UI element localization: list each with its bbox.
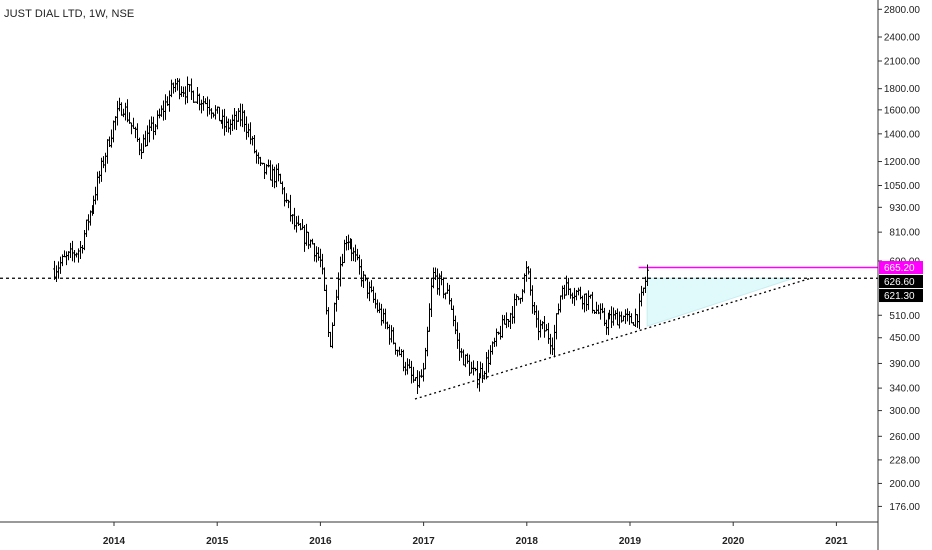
- price-tag-box: [879, 289, 923, 303]
- price-tick-label: 930.00: [889, 203, 920, 214]
- price-tags: 665.20 626.60 621.30: [879, 261, 923, 303]
- time-tick-label: 2020: [722, 536, 745, 547]
- time-tick-label: 2014: [103, 536, 126, 547]
- price-tag-label: 665.20: [884, 263, 915, 274]
- price-tick-label: 1050.00: [884, 181, 921, 192]
- price-tick-label: 390.00: [889, 359, 920, 370]
- candlestick-series: [53, 76, 649, 394]
- price-tick-label: 1200.00: [884, 157, 921, 168]
- price-tick-label: 2800.00: [884, 5, 921, 16]
- price-tick-label: 200.00: [889, 479, 920, 490]
- time-tick-label: 2018: [516, 536, 539, 547]
- projection-triangle: [646, 277, 794, 327]
- price-tick-label: 1800.00: [884, 84, 921, 95]
- time-tick-label: 2015: [206, 536, 229, 547]
- price-tag-box: [879, 261, 923, 275]
- price-tick-label: 260.00: [889, 432, 920, 443]
- price-tick-label: 340.00: [889, 384, 920, 395]
- time-tick-label: 2019: [619, 536, 642, 547]
- price-tag-label: 621.30: [884, 291, 915, 302]
- price-tick-label: 1400.00: [884, 129, 921, 140]
- price-tag-label: 626.60: [884, 277, 915, 288]
- price-tick-label: 300.00: [889, 406, 920, 417]
- time-tick-label: 2017: [412, 536, 435, 547]
- price-tick-label: 810.00: [889, 228, 920, 239]
- price-tick-label: 176.00: [889, 502, 920, 513]
- chart-title: JUST DIAL LTD, 1W, NSE: [4, 8, 135, 20]
- price-tick-label: 1600.00: [884, 105, 921, 116]
- price-tick-label: 2400.00: [884, 32, 921, 43]
- price-tick-label: 2100.00: [884, 56, 921, 67]
- support-trendline: [414, 277, 811, 400]
- time-tick-label: 2016: [309, 536, 332, 547]
- time-tick-label: 2021: [825, 536, 848, 547]
- price-tick-label: 450.00: [889, 333, 920, 344]
- time-axis[interactable]: 2014 2015 2016 2017 2018 2019 2020 2021: [0, 521, 878, 547]
- price-tag-box: [879, 275, 923, 289]
- price-tick-label: 510.00: [889, 311, 920, 322]
- price-axis[interactable]: 2800.00 2400.00 2100.00 1800.00 1600.00 1400.…: [877, 0, 921, 550]
- price-tick-label: 228.00: [889, 455, 920, 466]
